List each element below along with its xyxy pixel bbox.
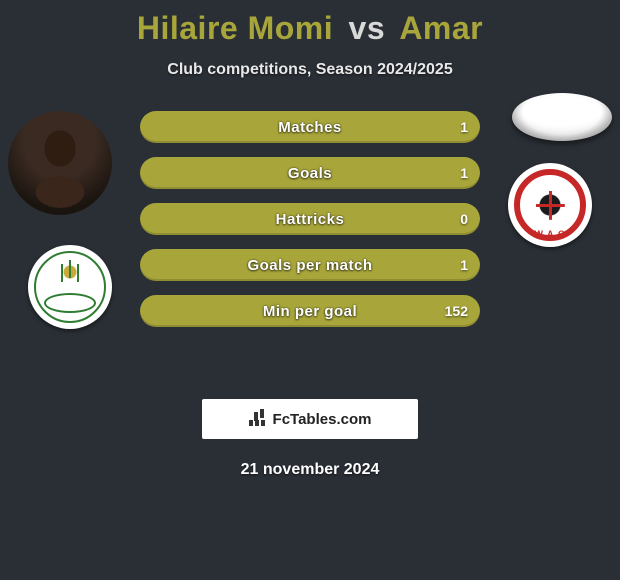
stat-bar: Goals per match 1 [140, 249, 480, 281]
stat-value-right: 1 [460, 165, 468, 181]
brand-text: FcTables.com [273, 411, 372, 428]
stat-label: Goals [288, 165, 332, 182]
stat-value-right: 152 [445, 303, 468, 319]
player2-avatar [512, 93, 612, 141]
subtitle: Club competitions, Season 2024/2025 [0, 61, 620, 79]
stat-bar: Goals 1 [140, 157, 480, 189]
stat-bar: Hattricks 0 [140, 203, 480, 235]
player1-club-badge [28, 245, 112, 329]
page-title: Hilaire Momi vs Amar [0, 0, 620, 47]
stat-label: Hattricks [276, 211, 345, 228]
stat-label: Goals per match [247, 257, 372, 274]
stat-value-right: 0 [460, 211, 468, 227]
stat-bar: Min per goal 152 [140, 295, 480, 327]
comparison-stage: Matches 1 Goals 1 Hattricks 0 Goals per … [0, 111, 620, 371]
player1-avatar [8, 111, 112, 215]
stat-label: Matches [278, 119, 342, 136]
player1-name: Hilaire Momi [137, 10, 333, 46]
club-badge-inner [514, 169, 586, 241]
brand-badge: FcTables.com [202, 399, 418, 439]
stat-value-right: 1 [460, 119, 468, 135]
player2-name: Amar [399, 10, 483, 46]
stat-value-right: 1 [460, 257, 468, 273]
player2-club-badge [508, 163, 592, 247]
date-label: 21 november 2024 [0, 461, 620, 479]
club-badge-inner [34, 251, 106, 323]
stat-bar: Matches 1 [140, 111, 480, 143]
bar-chart-icon [249, 412, 267, 426]
stat-bars: Matches 1 Goals 1 Hattricks 0 Goals per … [140, 111, 480, 327]
stat-label: Min per goal [263, 303, 357, 320]
title-vs: vs [349, 10, 386, 46]
